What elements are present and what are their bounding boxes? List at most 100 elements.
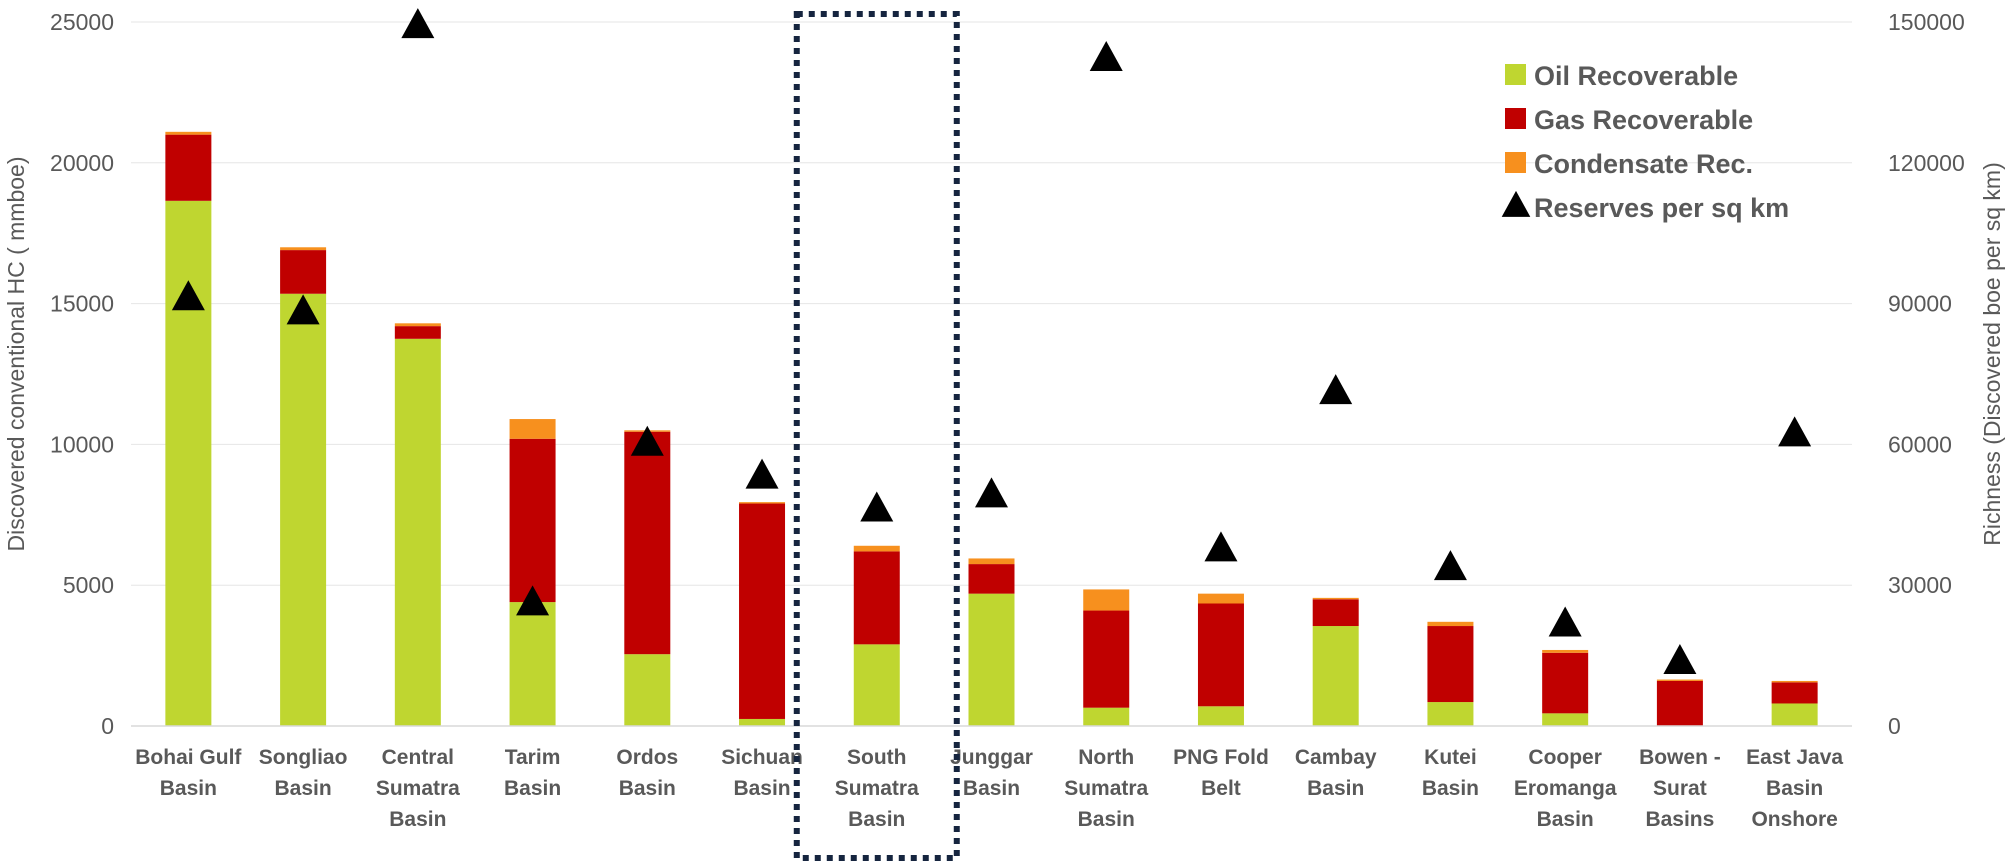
y2-tick-label: 150000 (1888, 9, 1965, 35)
bar-gas-recoverable (165, 134, 212, 201)
x-category-label: East Java Basin Onshore (1746, 746, 1843, 831)
bar-gas-recoverable (1197, 603, 1244, 707)
bar-condensate-rec (968, 558, 1015, 565)
richness-marker (401, 8, 435, 39)
y2-tick-label: 120000 (1888, 150, 1965, 176)
legend: Oil Recoverable Gas Recoverable Condensate… (1501, 61, 1789, 223)
bar-condensate-rec (165, 131, 212, 135)
bar-condensate-rec (739, 502, 786, 504)
y-tick-label: 10000 (50, 431, 114, 457)
bar-oil-recoverable (165, 200, 212, 727)
legend-swatch-gas-recoverable (1505, 108, 1526, 129)
bar-condensate-rec (1771, 680, 1818, 683)
bar-oil-recoverable (1197, 706, 1244, 726)
bar-condensate-rec (280, 247, 327, 251)
richness-marker (1089, 40, 1123, 71)
y-tick-label: 0 (101, 713, 114, 739)
legend-marker-reserves-per-sq-km (1501, 190, 1531, 217)
y-tick-label: 20000 (50, 150, 114, 176)
richness-marker (975, 477, 1008, 508)
richness-marker (171, 280, 205, 311)
bar-gas-recoverable (624, 431, 671, 655)
y2-axis-title: Richness (Discovered boe per sq km) (1979, 162, 2005, 545)
y2-tick-label: 0 (1888, 713, 1901, 739)
bar-condensate-rec (1656, 679, 1703, 681)
bar-condensate-rec (1542, 649, 1589, 653)
bar-oil-recoverable (1771, 703, 1818, 726)
y-tick-label: 15000 (50, 291, 114, 317)
x-category-label: Ordos Basin (616, 746, 678, 800)
legend-label-condensate-rec: Condensate Rec. (1534, 149, 1753, 179)
bar-condensate-rec (1427, 621, 1474, 627)
bar-gas-recoverable (1542, 652, 1589, 714)
y2-tick-label: 30000 (1888, 572, 1952, 598)
axes: 0 5000 10000 15000 20000 25000 0 30000 60000 9000… (50, 9, 1965, 831)
bar-condensate-rec (853, 545, 900, 552)
bar-gas-recoverable (1771, 682, 1818, 704)
x-category-label: Kutei Basin (1422, 746, 1479, 800)
x-category-label: Cooper Eromanga Basin (1514, 746, 1617, 831)
x-category-label: Central Sumatra Basin (376, 746, 460, 831)
richness-marker (860, 491, 894, 522)
richness-marker (630, 425, 664, 456)
y-tick-label: 5000 (63, 572, 114, 598)
bar-oil-recoverable (1083, 707, 1130, 726)
x-category-label: Junggar Basin (950, 746, 1033, 800)
richness-marker (1204, 531, 1238, 562)
x-category-label: Sichuan Basin (721, 746, 803, 800)
y-axis-title: Discovered conventional HC ( mmboe) (3, 157, 29, 552)
richness-marker (1319, 374, 1353, 405)
bar-condensate-rec (394, 323, 441, 327)
legend-label-reserves-per-sq-km: Reserves per sq km (1534, 193, 1789, 223)
richness-marker (516, 585, 550, 616)
bar-oil-recoverable (280, 293, 327, 726)
bar-oil-recoverable (968, 593, 1015, 726)
richness-marker (745, 458, 779, 489)
richness-marker (1663, 644, 1697, 675)
bar-gas-recoverable (739, 503, 786, 719)
bar-oil-recoverable (1427, 702, 1474, 726)
bars (165, 131, 1818, 727)
legend-label-gas-recoverable: Gas Recoverable (1534, 105, 1753, 135)
x-category-label: Cambay Basin (1295, 746, 1377, 800)
bar-oil-recoverable (509, 602, 556, 726)
bar-oil-recoverable (624, 654, 671, 726)
x-category-label: Tarim Basin (504, 746, 561, 800)
bar-condensate-rec (509, 419, 556, 439)
bar-condensate-rec (1312, 597, 1359, 600)
x-category-label: PNG Fold Belt (1173, 746, 1269, 800)
y2-tick-label: 60000 (1888, 431, 1952, 457)
bar-gas-recoverable (968, 564, 1015, 594)
x-category-label: Bowen -Surat Basins (1639, 746, 1721, 831)
y-tick-label: 25000 (50, 9, 114, 35)
bar-gas-recoverable (280, 250, 327, 294)
richness-markers (171, 8, 1812, 675)
highlight-box (793, 11, 960, 861)
bar-gas-recoverable (394, 326, 441, 339)
legend-swatch-oil-recoverable (1505, 64, 1526, 85)
legend-label-oil-recoverable: Oil Recoverable (1534, 61, 1738, 91)
richness-marker (286, 294, 320, 325)
bar-condensate-rec (1197, 593, 1244, 604)
bar-oil-recoverable (853, 644, 900, 726)
x-category-label: North Sumatra Basin (1064, 746, 1148, 831)
bar-gas-recoverable (853, 551, 900, 645)
bar-oil-recoverable (394, 338, 441, 726)
bar-oil-recoverable (1542, 713, 1589, 726)
bar-gas-recoverable (1083, 610, 1130, 708)
x-category-label: Bohai Gulf Basin (135, 746, 242, 800)
bar-gas-recoverable (1312, 599, 1359, 627)
bar-gas-recoverable (1656, 680, 1703, 726)
x-category-label: South Sumatra Basin (835, 746, 919, 831)
bar-condensate-rec (1083, 589, 1130, 611)
x-category-label: Songliao Basin (259, 746, 348, 800)
legend-swatch-condensate-rec (1505, 152, 1526, 173)
richness-marker (1433, 550, 1467, 581)
y2-tick-label: 90000 (1888, 291, 1952, 317)
bar-gas-recoverable (509, 438, 556, 603)
richness-marker (1548, 606, 1582, 637)
highlight-box (793, 11, 960, 861)
richness-marker (1778, 416, 1812, 447)
